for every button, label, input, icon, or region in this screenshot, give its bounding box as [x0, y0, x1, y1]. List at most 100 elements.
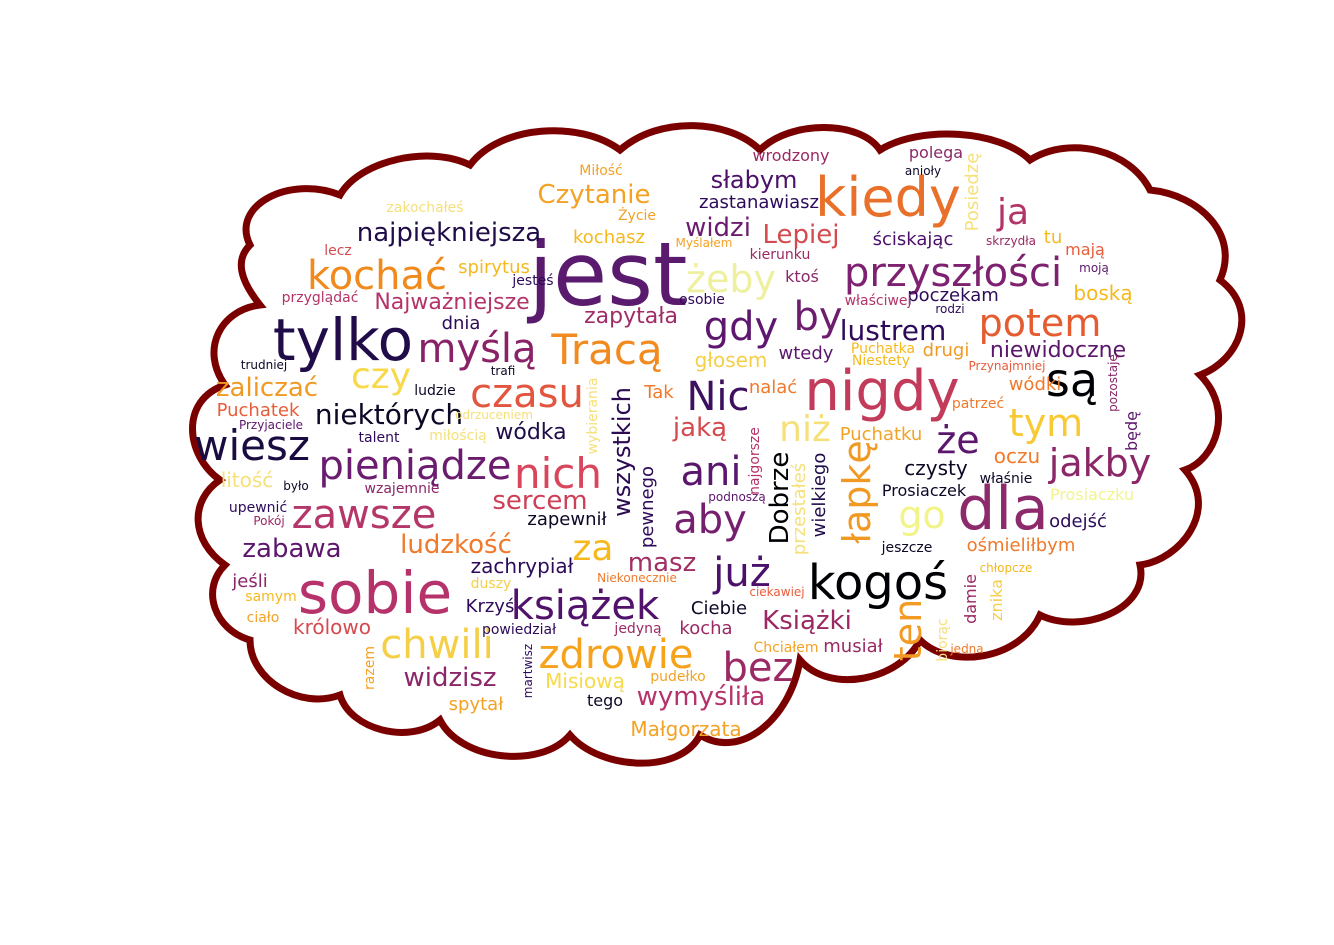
cloud-word: Czytanie: [537, 180, 651, 210]
cloud-word: właściwej: [844, 293, 912, 309]
cloud-word: Życie: [617, 208, 657, 224]
cloud-word: sercem: [492, 486, 588, 516]
cloud-word: lecz: [324, 243, 352, 259]
cloud-word: zawsze: [291, 492, 437, 538]
cloud-word: trudniej: [240, 358, 288, 372]
cloud-word: wielkiego: [809, 452, 830, 538]
cloud-word: wódka: [495, 420, 567, 445]
cloud-word: kierunku: [749, 247, 811, 263]
cloud-word: spirytus: [458, 257, 530, 278]
cloud-word: Puchatka: [850, 341, 916, 357]
cloud-word: odejść: [1049, 511, 1107, 532]
cloud-word: wiesz: [194, 421, 310, 470]
cloud-word: gdy: [703, 304, 779, 350]
cloud-word: tu: [1043, 227, 1063, 248]
cloud-word: damie: [961, 574, 980, 624]
cloud-word: Prosiaczku: [1049, 485, 1135, 504]
cloud-word: chwili: [380, 622, 494, 668]
cloud-word: zabawa: [242, 534, 342, 564]
cloud-word: razem: [362, 646, 378, 690]
cloud-word: jesteś: [512, 273, 554, 289]
cloud-word: nalać: [748, 377, 798, 398]
cloud-word: będę: [1122, 411, 1141, 451]
cloud-word: kochasz: [573, 227, 645, 248]
cloud-word: polega: [908, 143, 964, 162]
cloud-word: ośmieliłbym: [966, 535, 1076, 556]
cloud-word: że: [936, 418, 980, 462]
cloud-word: zapewnił: [527, 509, 607, 530]
cloud-word: ludzie: [414, 383, 456, 399]
cloud-word: myślą: [417, 326, 537, 372]
cloud-word: Niestety: [851, 353, 911, 369]
cloud-word: nigdy: [804, 359, 960, 424]
cloud-word: wódki: [1008, 374, 1062, 395]
cloud-word: patrzeć: [951, 396, 1005, 412]
cloud-word: ściskając: [872, 229, 954, 250]
cloud-word: jeśli: [232, 571, 268, 592]
cloud-word: martwisz: [521, 643, 535, 699]
cloud-word: ludzkość: [400, 530, 512, 560]
cloud-word: odrzuceniem: [455, 408, 533, 422]
cloud-word: wtedy: [778, 343, 834, 364]
cloud-word: musiał: [823, 636, 883, 657]
cloud-word: wszystkich: [608, 387, 636, 517]
cloud-word: Przyjaciele: [238, 418, 304, 432]
cloud-word: zachrypiał: [470, 554, 574, 578]
cloud-word: ciało: [246, 610, 280, 626]
cloud-word: tego: [586, 691, 624, 710]
cloud-word: widzisz: [403, 663, 497, 693]
cloud-word: przyszłości: [843, 250, 1063, 296]
cloud-word: Nic: [686, 374, 750, 420]
cloud-word: Prosiaczek: [881, 481, 967, 500]
cloud-word: Przynajmniej: [968, 359, 1046, 373]
cloud-word: spytał: [448, 694, 504, 715]
cloud-word: rodzi: [935, 302, 965, 316]
cloud-word: najgorsze: [747, 427, 763, 495]
cloud-word: ani: [680, 449, 742, 495]
cloud-word: przestałeś: [789, 462, 810, 556]
cloud-word: litość: [220, 468, 274, 492]
cloud-word: Tak: [644, 382, 674, 403]
cloud-word: jest: [528, 223, 688, 326]
cloud-word: Misiową: [545, 669, 625, 693]
cloud-word: Ciebie: [690, 598, 748, 619]
cloud-word: by: [793, 294, 843, 340]
cloud-word: wymyśliła: [636, 682, 766, 712]
cloud-word: biorąc: [935, 618, 951, 662]
cloud-word: dnia: [441, 313, 481, 334]
cloud-word: talent: [358, 430, 400, 446]
cloud-word: kochać: [306, 253, 448, 299]
cloud-word: aby: [673, 497, 747, 543]
cloud-word: Książki: [762, 606, 852, 636]
cloud-word: czysty: [904, 456, 968, 480]
cloud-word: chłopcze: [979, 561, 1033, 575]
cloud-word: jakby: [1048, 441, 1152, 485]
cloud-word: książek: [510, 583, 660, 629]
cloud-word: mają: [1065, 240, 1105, 259]
cloud-word: miłością: [429, 428, 487, 444]
cloud-word: pozostaję: [1106, 354, 1120, 412]
cloud-word: Myślałem: [675, 236, 733, 250]
cloud-word: wzajemnie: [364, 481, 440, 497]
cloud-word: było: [283, 479, 309, 493]
cloud-word: znika: [987, 579, 1006, 621]
cloud-word: masz: [627, 548, 697, 578]
cloud-word: kiedy: [815, 166, 961, 229]
cloud-word: zakochałeś: [386, 200, 464, 216]
cloud-word: zaliczać: [215, 373, 319, 403]
cloud-word: kogoś: [807, 555, 949, 611]
cloud-word: niewidoczne: [989, 338, 1127, 363]
cloud-word: anioły: [904, 164, 942, 178]
cloud-word: Posiedzę: [962, 152, 983, 232]
cloud-word: niektórych: [314, 398, 464, 431]
cloud-word: boską: [1073, 281, 1133, 305]
cloud-word: powiedział: [481, 622, 557, 638]
cloud-word: przyglądać: [281, 290, 359, 306]
cloud-word: są: [1045, 353, 1099, 407]
cloud-word: go: [898, 493, 946, 537]
cloud-word: żeby: [686, 257, 776, 301]
cloud-word: ten: [886, 598, 930, 662]
cloud-word: ktoś: [785, 267, 819, 286]
cloud-word: ciekawiej: [749, 585, 805, 599]
